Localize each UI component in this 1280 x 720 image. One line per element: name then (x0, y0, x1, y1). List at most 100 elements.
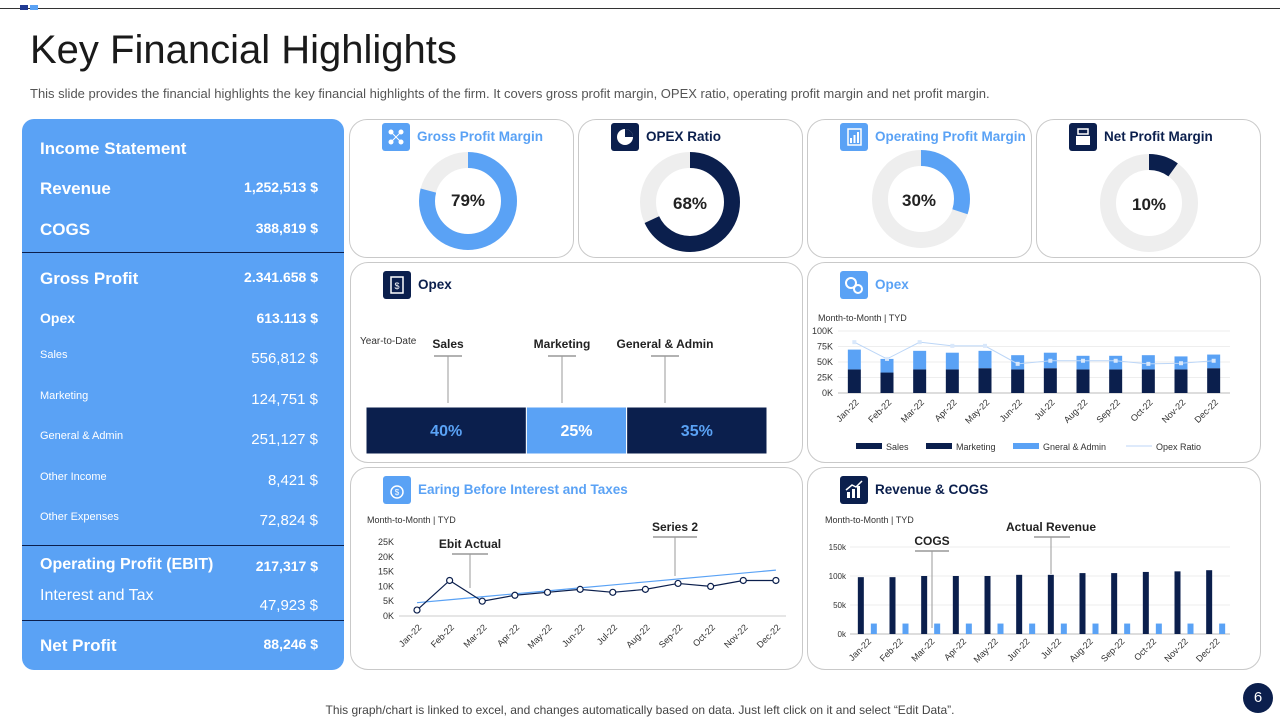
kpi-value: 79% (450, 191, 486, 210)
x-tick-label: Feb-22 (866, 397, 893, 424)
point-ebit-actual (511, 591, 519, 599)
donut-arc (419, 152, 517, 250)
bar-cogs (1092, 623, 1099, 634)
kpi-card-gross-profit-margin[interactable]: Gross Profit Margin 79% (349, 119, 574, 258)
bar-general-admin (945, 352, 959, 370)
cash-register-icon (1069, 123, 1097, 151)
y-tick-label: 25K (378, 537, 394, 547)
kpi-value: 30% (901, 191, 937, 210)
bar-sales (880, 372, 894, 393)
x-tick-label: Mar-22 (899, 397, 926, 424)
bar-sales (1109, 369, 1123, 393)
y-tick-label: 0K (383, 611, 394, 621)
point-opex-ratio (1015, 361, 1020, 366)
y-tick-label: 0K (822, 388, 833, 398)
kpi-card-opex-ratio[interactable]: OPEX Ratio 68% (578, 119, 803, 258)
point-ebit-actual (674, 579, 682, 588)
y-tick-label: 50K (817, 357, 833, 367)
bar-actual-revenue (1111, 573, 1118, 634)
point-ebit-actual (446, 576, 454, 585)
money-doc-icon: $ (383, 271, 411, 299)
point-ebit-actual (707, 582, 715, 591)
bar-sales (1011, 369, 1025, 393)
accent-square-light (30, 5, 38, 10)
bar-actual-revenue (1047, 574, 1054, 634)
x-tick-label: Jan-22 (397, 622, 424, 649)
point-opex-ratio (1146, 361, 1151, 366)
x-tick-label: Nov-22 (722, 622, 750, 650)
point-opex-ratio (1048, 358, 1053, 363)
revenue-cogs-title: Revenue & COGS (875, 482, 989, 497)
bar-sales (945, 369, 959, 393)
bar-cogs (1155, 623, 1162, 634)
bar-sales (1141, 369, 1155, 393)
point-ebit-actual (772, 576, 780, 585)
kpi-value: 10% (1131, 195, 1167, 214)
opex-ytd-segment-label: Sales (432, 337, 464, 351)
kpi-card-operating-profit-margin[interactable]: Operating Profit Margin 30% (807, 119, 1032, 258)
donut-arc (1100, 154, 1198, 252)
bar-cogs (870, 623, 877, 634)
income-statement-panel[interactable]: Income Statement Revenue 1,252,513 $ COGS… (22, 119, 344, 670)
bar-sales (1174, 369, 1188, 393)
revenue-cogs-subtitle: Month-to-Month | TYD (825, 515, 914, 525)
y-tick-label: 25K (817, 373, 833, 383)
gears-icon (840, 271, 868, 299)
svg-text:$: $ (395, 488, 400, 497)
donut-arc (640, 152, 740, 252)
x-tick-label: Feb-22 (429, 622, 456, 649)
x-tick-label: May-22 (972, 636, 1000, 664)
bar-cogs (1029, 623, 1036, 634)
x-tick-label: Jul-22 (1039, 636, 1063, 660)
y-tick-label: 5K (383, 596, 394, 606)
line-ebit-actual (416, 579, 776, 611)
bar-actual-revenue (1079, 573, 1086, 634)
x-tick-label: Jun-22 (560, 622, 587, 649)
x-tick-label: Jul-22 (1032, 397, 1056, 421)
bar-sales (1076, 369, 1090, 393)
y-tick-label: 150k (829, 543, 847, 552)
network-icon (382, 123, 410, 151)
point-ebit-actual (543, 588, 552, 596)
legend-swatch (856, 443, 882, 449)
point-opex-ratio (917, 340, 922, 345)
kpi-card-net-profit-margin[interactable]: Net Profit Margin 10% (1036, 119, 1261, 258)
bar-actual-revenue (889, 577, 896, 634)
bar-cogs (1124, 623, 1131, 634)
bar-actual-revenue (1206, 570, 1213, 634)
bar-cogs (965, 623, 972, 634)
footer-note: This graph/chart is linked to excel, and… (325, 703, 955, 717)
legend-label: Opex Ratio (1156, 442, 1201, 452)
y-tick-label: 100k (829, 572, 847, 581)
bar-sales (847, 369, 861, 393)
accent-square-dark (20, 5, 28, 10)
point-opex-ratio (1113, 358, 1118, 363)
opex-monthly-card[interactable]: Opex Month-to-Month | TYD 0K 25K 50K 75K 100… (807, 262, 1261, 463)
opex-ytd-card[interactable]: $ Opex Year-to-Date 40% Sales 25% Marketing… (350, 262, 803, 463)
point-ebit-actual (576, 585, 584, 593)
ebit-title: Earing Before Interest and Taxes (418, 482, 628, 497)
opex-ytd-title: Opex (418, 277, 452, 292)
bar-actual-revenue (921, 576, 928, 634)
revenue-cogs-card[interactable]: Revenue & COGS Month-to-Month | TYD 0k 50… (807, 467, 1261, 670)
bar-general-admin (913, 350, 927, 370)
ebit-card[interactable]: $ Earing Before Interest and Taxes Month… (350, 467, 803, 670)
x-tick-label: Aug-22 (1062, 397, 1090, 425)
bar-sales (978, 368, 992, 393)
y-tick-label: 50k (833, 601, 847, 610)
kpi-title: OPEX Ratio (646, 129, 722, 144)
top-rule (0, 8, 1280, 9)
opex-ytd-segment (626, 406, 768, 455)
bar-cogs (902, 623, 909, 634)
x-tick-label: May-22 (963, 397, 991, 425)
point-ebit-actual (478, 597, 486, 605)
kpi-title: Net Profit Margin (1104, 129, 1213, 144)
annotation-cogs: COGS (914, 534, 949, 548)
legend-label: Sales (886, 442, 909, 452)
annotation-actual-revenue: Actual Revenue (1006, 520, 1096, 534)
opex-monthly-title: Opex (875, 277, 909, 292)
kpi-donut (872, 150, 970, 248)
annotation-series-2: Series 2 (652, 520, 698, 534)
opex-ytd-label: Year-to-Date (360, 336, 417, 347)
